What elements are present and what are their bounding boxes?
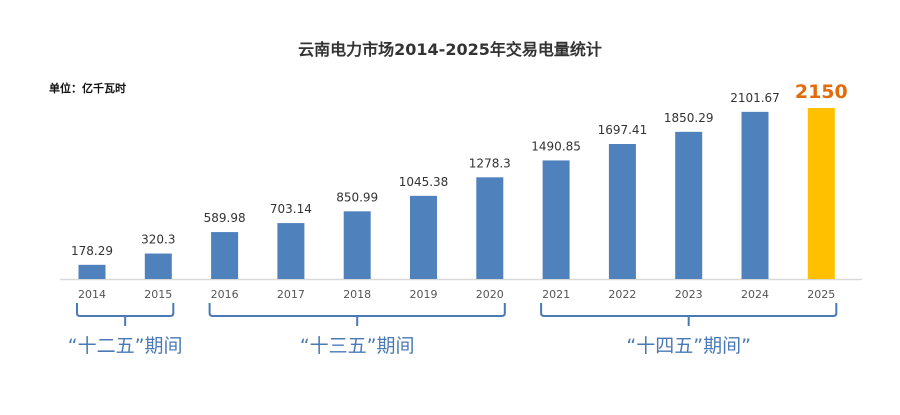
data-label-2017: 703.14	[270, 202, 312, 216]
bar-2020	[476, 177, 504, 279]
data-label-2018: 850.99	[336, 190, 378, 204]
x-tick-2019: 2019	[410, 288, 438, 301]
data-label-2025: 2150	[795, 81, 848, 103]
period-label-3: “十四五”期间”	[626, 335, 751, 357]
bar-2019	[410, 195, 437, 279]
x-tick-2014: 2014	[78, 288, 106, 301]
bar-2016	[211, 232, 239, 279]
bar-2014	[78, 264, 106, 279]
data-label-2020: 1278.3	[469, 156, 511, 170]
x-tick-2016: 2016	[211, 288, 239, 301]
x-tick-2022: 2022	[608, 288, 636, 301]
period-label-1: “十二五”期间	[68, 335, 183, 357]
bar-2021	[542, 160, 570, 279]
bar-2022	[608, 143, 636, 279]
data-label-2024: 2101.67	[730, 91, 780, 105]
bar-2018	[343, 211, 371, 279]
data-label-2021: 1490.85	[531, 139, 581, 153]
data-label-2019: 1045.38	[399, 175, 449, 189]
unit-label: 单位：亿千瓦时	[49, 81, 126, 95]
x-tick-2024: 2024	[741, 288, 769, 301]
data-label-2022: 1697.41	[598, 123, 648, 137]
bar-2024	[741, 111, 769, 279]
bar-2017	[277, 223, 305, 279]
x-tick-2023: 2023	[675, 288, 703, 301]
data-label-2023: 1850.29	[664, 111, 714, 125]
x-tick-2025: 2025	[807, 288, 835, 301]
x-tick-2020: 2020	[476, 288, 504, 301]
period-bracket-1	[76, 303, 175, 326]
bar-2025	[807, 108, 835, 279]
data-label-2014: 178.29	[71, 244, 113, 258]
x-tick-2021: 2021	[542, 288, 570, 301]
data-label-2015: 320.3	[141, 233, 175, 247]
x-tick-2018: 2018	[343, 288, 371, 301]
bar-2015	[144, 253, 172, 279]
x-tick-2017: 2017	[277, 288, 305, 301]
x-tick-2015: 2015	[144, 288, 172, 301]
chart-title: 云南电力市场2014-2025年交易电量统计	[298, 40, 602, 59]
period-bracket-3	[540, 303, 838, 326]
bar-2023	[675, 131, 703, 279]
data-label-2016: 589.98	[204, 211, 246, 225]
period-label-2: “十三五”期间	[300, 335, 415, 357]
period-bracket-2	[208, 303, 506, 326]
